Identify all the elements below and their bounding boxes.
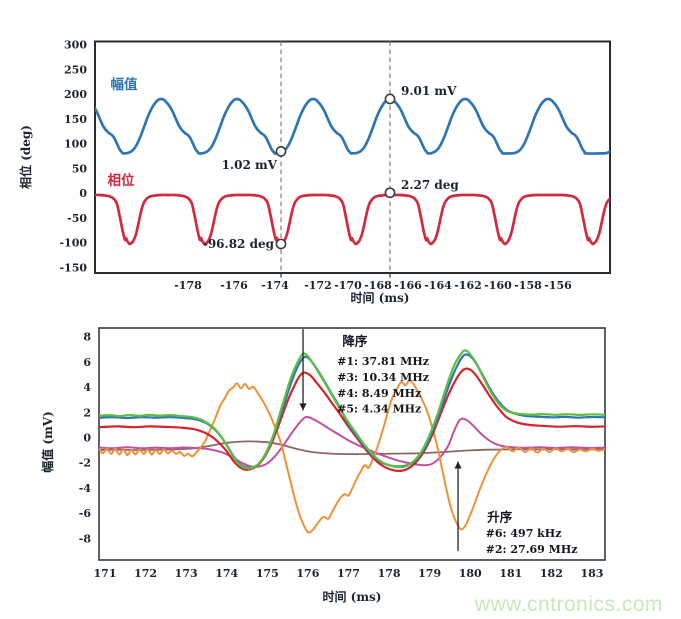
descending-title: 降序 <box>342 334 368 349</box>
bandwidth-series--4-8-49-mhz <box>99 367 605 472</box>
x-tick-label: -176 <box>220 279 248 292</box>
x-axis-title: 时间 (ms) <box>323 589 382 604</box>
x-tick-label: -160 <box>484 279 512 292</box>
watermark-text: www.cntronics.com <box>474 593 663 616</box>
cursor-marker <box>275 238 287 250</box>
y-tick-label: 200 <box>64 88 87 101</box>
x-tick-label: 172 <box>134 567 157 580</box>
cursor-readout-label: 1.02 mV <box>222 158 278 172</box>
cursor-readout-label: -96.82 deg <box>203 237 275 251</box>
y-tick-label: 150 <box>64 113 87 126</box>
plot-border <box>94 40 611 274</box>
y-tick-label: 2 <box>83 406 91 419</box>
y-axis-title: 相位 (deg) <box>18 125 33 189</box>
x-tick-label: 175 <box>256 567 279 580</box>
ascending-title: 升序 <box>487 509 513 524</box>
bandwidth-response-chart: 8 6 4 2 0 -2 -4 -6 -8 171 172 173 174 175 176 177 178 179… <box>40 327 606 604</box>
y-tick-label: 300 <box>64 39 87 52</box>
arrowhead <box>454 461 462 469</box>
y-tick-label: -150 <box>59 261 87 274</box>
x-tick-label: 178 <box>378 567 401 580</box>
phase-waveform <box>95 193 610 246</box>
cursor-marker <box>384 187 396 199</box>
y-tick-label: -4 <box>79 482 92 495</box>
descending-item: #5: 4.34 MHz <box>337 402 421 415</box>
y-tick-label: 0 <box>79 187 87 200</box>
cursor-marker <box>275 146 287 157</box>
descending-item: #4: 8.49 MHz <box>337 387 421 400</box>
y-tick-label: 100 <box>64 138 87 151</box>
y-tick-label: -100 <box>59 237 87 250</box>
descending-item: #3: 10.34 MHz <box>337 371 429 384</box>
x-tick-label: 174 <box>215 567 238 580</box>
y-tick-label: 0 <box>83 432 91 445</box>
y-tick-label: 250 <box>64 63 87 76</box>
y-tick-label: -2 <box>79 457 91 470</box>
x-tick-label: -156 <box>544 279 572 292</box>
x-tick-label: 177 <box>337 567 360 580</box>
x-tick-label: 181 <box>499 567 522 580</box>
x-tick-label: 179 <box>418 567 441 580</box>
y-tick-label: -50 <box>67 212 87 225</box>
x-tick-label: 176 <box>296 567 319 580</box>
y-tick-label: 4 <box>83 381 91 394</box>
y-tick-label: 8 <box>83 331 91 344</box>
x-tick-label: -172 <box>304 279 332 292</box>
amplitude-waveform <box>95 97 610 155</box>
y-tick-label: 6 <box>83 356 91 369</box>
bandwidth-series--1-37-81-mhz <box>99 349 605 470</box>
x-tick-label: 180 <box>459 567 482 580</box>
x-axis-title: 时间 (ms) <box>351 290 410 305</box>
x-tick-label: -170 <box>334 279 362 292</box>
phase-amplitude-chart: 300 250 200 150 100 50 0 -50 -100 -150 -178 -176 -17… <box>18 39 611 305</box>
x-tick-label: 182 <box>540 567 563 580</box>
cursor-marker <box>384 93 396 105</box>
y-tick-label: -8 <box>79 532 92 545</box>
ascending-item: #6: 497 kHz <box>486 527 562 540</box>
y-tick-label: 50 <box>72 162 88 175</box>
x-tick-label: -178 <box>174 279 202 292</box>
cursor-readout-label: 9.01 mV <box>401 84 457 98</box>
x-tick-label: 183 <box>580 567 603 580</box>
descending-item: #1: 37.81 MHz <box>337 355 429 368</box>
x-tick-label: -162 <box>454 279 482 292</box>
y-axis-title: 幅值 (mV) <box>40 411 55 473</box>
x-tick-label: -164 <box>424 279 452 292</box>
phase-legend-label: 相位 <box>108 172 135 189</box>
x-tick-label: 173 <box>175 567 198 580</box>
bandwidth-series--5-4-34-mhz <box>99 415 605 468</box>
bandwidth-series--6-497-khz <box>99 379 605 534</box>
x-tick-label: -174 <box>261 279 289 292</box>
x-tick-label: 171 <box>94 567 117 580</box>
x-tick-label: -166 <box>394 279 422 292</box>
cursor-readout-label: 2.27 deg <box>401 178 459 192</box>
y-tick-label: -6 <box>79 507 92 520</box>
ascending-item: #2: 27.69 MHz <box>486 543 578 556</box>
x-tick-label: -158 <box>514 279 542 292</box>
amplitude-legend-label: 幅值 <box>111 76 138 93</box>
arrowhead <box>299 403 307 411</box>
plot-border <box>98 327 606 561</box>
x-tick-label: -168 <box>364 279 392 292</box>
